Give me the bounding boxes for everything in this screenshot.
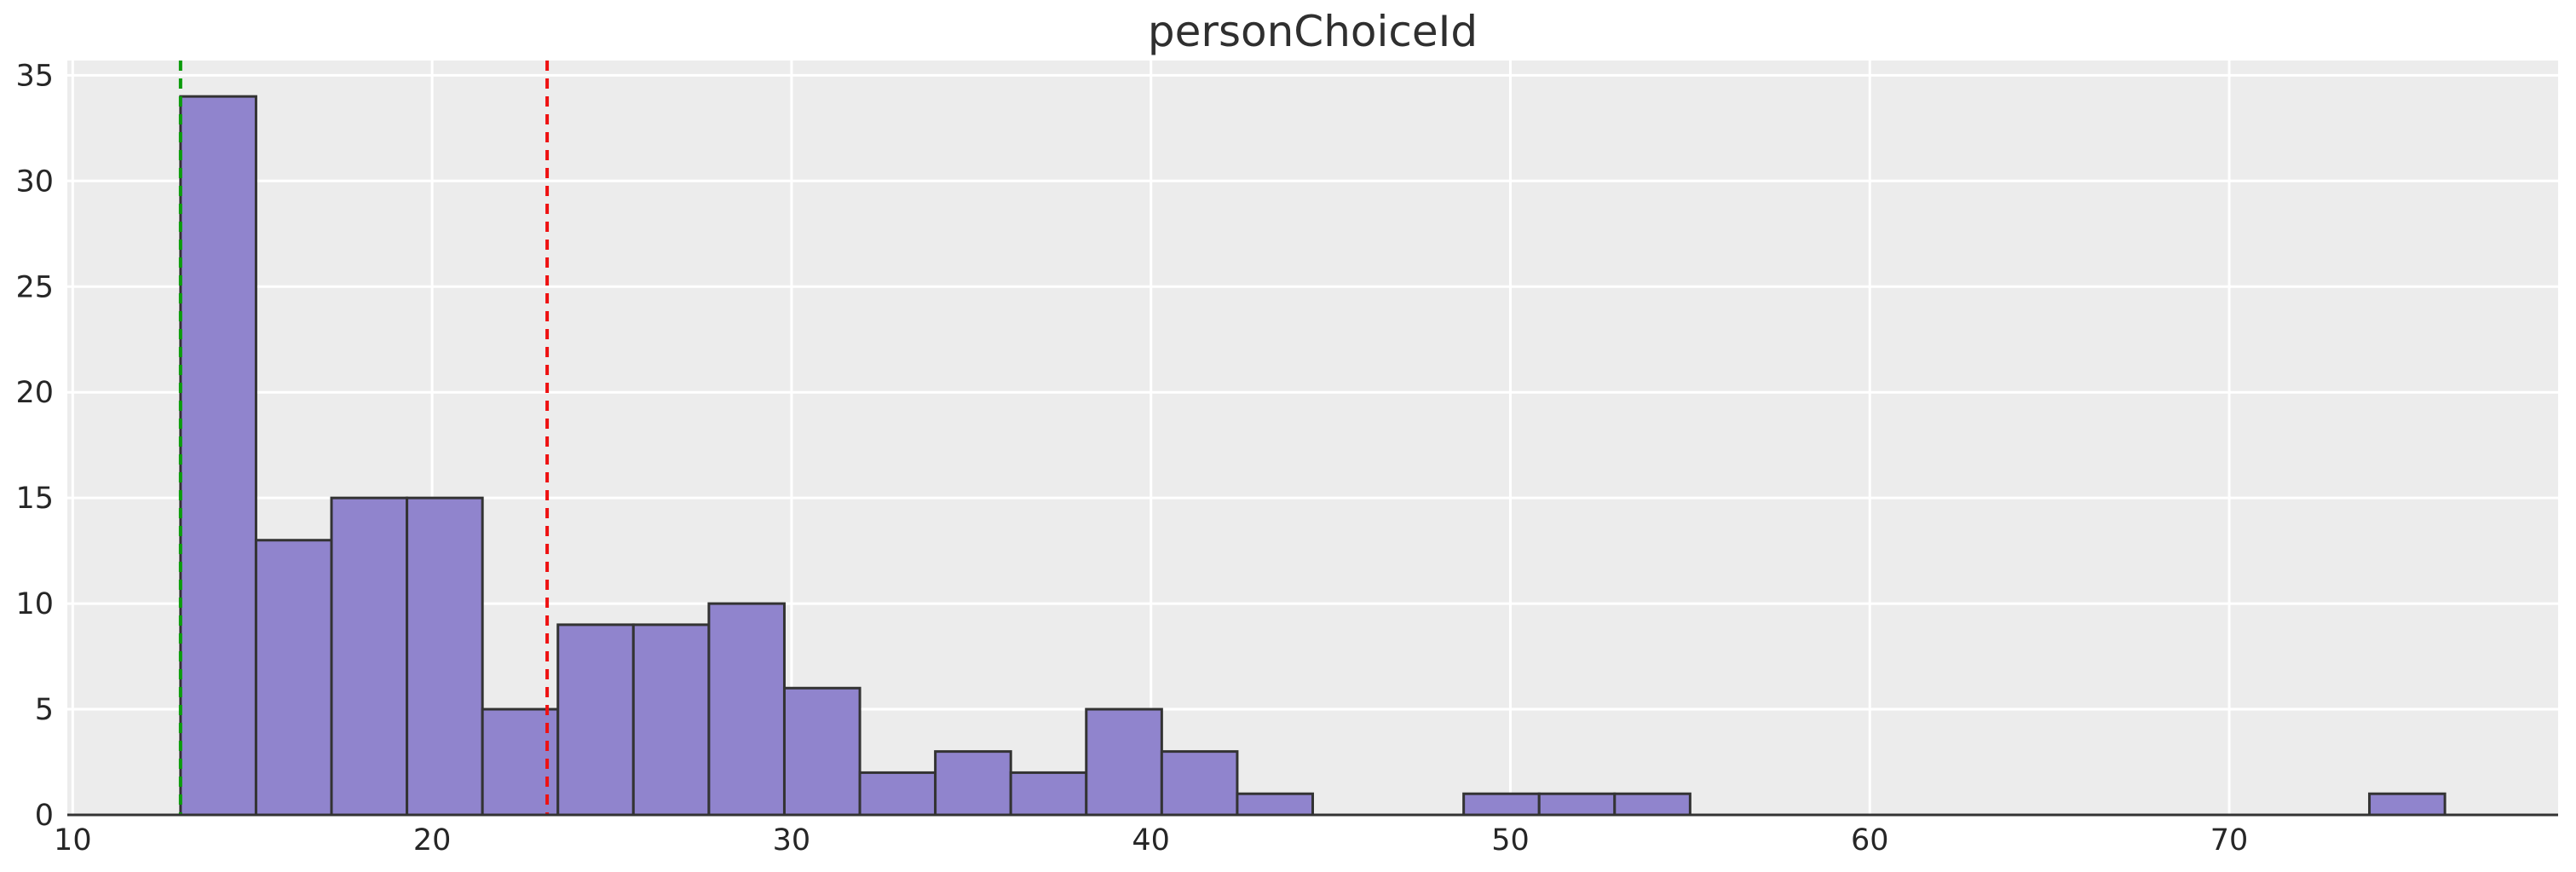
y-tick-label: 5 bbox=[35, 693, 54, 727]
chart-title: personChoiceId bbox=[1147, 7, 1478, 56]
y-tick-label: 15 bbox=[15, 482, 54, 516]
histogram-bar bbox=[406, 496, 484, 817]
histogram-bar bbox=[1613, 792, 1691, 817]
x-tick-label: 10 bbox=[54, 823, 92, 858]
y-tick-label: 0 bbox=[35, 799, 54, 833]
y-tick-label: 35 bbox=[15, 59, 54, 93]
histogram-bar bbox=[858, 771, 937, 817]
histogram-bar bbox=[1537, 792, 1616, 817]
histogram-bar bbox=[1462, 792, 1541, 817]
histogram-bar bbox=[179, 95, 257, 817]
x-tick-label: 30 bbox=[773, 823, 811, 858]
histogram-bar bbox=[556, 623, 635, 817]
x-tick-label: 50 bbox=[1491, 823, 1530, 858]
histogram-bar bbox=[2368, 792, 2446, 817]
histogram-bar bbox=[707, 602, 786, 817]
histogram-bar bbox=[631, 623, 711, 817]
x-tick-label: 60 bbox=[1851, 823, 1889, 858]
y-tick-label: 30 bbox=[15, 165, 54, 199]
x-tick-label: 70 bbox=[2210, 823, 2249, 858]
histogram-bar bbox=[1160, 750, 1239, 817]
y-tick-label: 10 bbox=[15, 587, 54, 621]
histogram-bar bbox=[254, 539, 333, 817]
y-tick-label: 25 bbox=[15, 270, 54, 304]
x-tick-label: 40 bbox=[1132, 823, 1170, 858]
x-tick-label: 20 bbox=[413, 823, 452, 858]
histogram-bar bbox=[1085, 707, 1163, 817]
histogram-bar bbox=[934, 750, 1012, 817]
histogram-bar bbox=[330, 496, 409, 817]
histogram-bar bbox=[1009, 771, 1088, 817]
histogram-bar bbox=[1236, 792, 1314, 817]
y-tick-label: 20 bbox=[15, 376, 54, 410]
histogram-bar bbox=[782, 686, 862, 817]
